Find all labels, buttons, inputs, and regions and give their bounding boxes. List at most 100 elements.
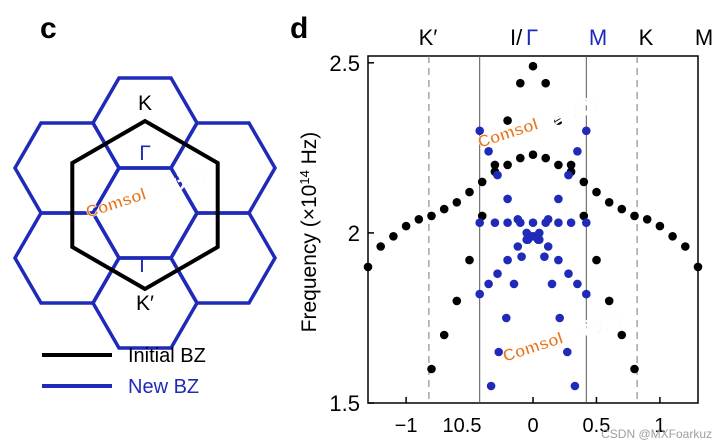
- point-black-outer-0: [363, 262, 373, 272]
- point-blue-lower-2: [493, 269, 502, 279]
- point-blue-upper-10: [564, 170, 573, 180]
- point-blue-steep-9: [547, 279, 557, 289]
- point-black-outer-17: [579, 177, 589, 187]
- point-black-inner-3: [465, 255, 474, 265]
- point-black-outer-7: [452, 198, 462, 207]
- point-blue-steep-7: [533, 235, 543, 244]
- top-label-k: K: [639, 25, 654, 50]
- point-black-outer-9: [477, 177, 487, 187]
- point-black-inner-10: [554, 116, 563, 125]
- top-label-gamma: Γ: [526, 25, 538, 50]
- point-blue-lower-1: [484, 279, 493, 289]
- point-blue-steep-0: [486, 381, 496, 391]
- point-blue-flat-1: [490, 218, 500, 227]
- point-blue-flat-6: [554, 218, 563, 227]
- point-blue-lower-9: [554, 255, 563, 265]
- high-symmetry-lines: [428, 56, 638, 403]
- kprime-point-label: K′: [136, 292, 154, 315]
- x-tick-label-0: −1: [395, 415, 418, 437]
- top-label-kprime: K′: [419, 25, 438, 50]
- point-black-outer-24: [668, 232, 677, 241]
- point-black-outer-5: [427, 211, 436, 221]
- point-blue-upper-0: [475, 126, 485, 136]
- point-blue-upper-9: [554, 194, 563, 204]
- watermark-3: Comsol微纳光学: [500, 307, 630, 366]
- point-blue-lower-12: [582, 289, 591, 299]
- point-black-inner-7: [516, 78, 525, 88]
- top-label-i: I/: [510, 25, 523, 50]
- point-black-outer-26: [693, 262, 703, 272]
- point-blue-flat-8: [582, 218, 591, 227]
- point-black-outer-21: [630, 211, 639, 221]
- panel-c-label: c: [40, 12, 57, 45]
- point-blue-upper-5: [522, 228, 531, 238]
- point-black-outer-13: [528, 150, 538, 159]
- point-blue-lower-11: [573, 279, 582, 289]
- point-black-outer-18: [592, 187, 601, 197]
- credit-text: CSDN @MXFoarkuz: [601, 427, 712, 441]
- point-blue-upper-3: [503, 194, 512, 204]
- point-black-outer-8: [465, 187, 474, 197]
- y-tick-label-2: 2.5: [329, 51, 360, 76]
- point-black-outer-4: [414, 215, 424, 224]
- point-blue-upper-7: [535, 228, 544, 238]
- y-axis-title: Frequency (×1014 Hz): [297, 132, 322, 333]
- point-black-outer-11: [503, 160, 512, 170]
- x-tick-label-1: 0: [527, 415, 538, 437]
- point-blue-steep-11: [563, 347, 572, 357]
- point-black-outer-22: [642, 215, 652, 224]
- x-tick-label-2: 0.5: [583, 415, 611, 437]
- initial-bz-hexagon: [70, 118, 220, 292]
- point-blue-flat-2: [503, 218, 512, 227]
- top-label-m: M: [589, 25, 607, 50]
- point-blue-upper-1: [484, 147, 493, 156]
- point-blue-flat-3: [516, 218, 525, 227]
- point-black-inner-15: [617, 330, 627, 340]
- point-blue-flat-0: [475, 218, 485, 227]
- point-blue-flat-7: [566, 218, 576, 227]
- data-points: [363, 61, 703, 391]
- point-black-outer-6: [439, 204, 449, 214]
- new-bz-hexagons: [12, 76, 278, 350]
- point-blue-lower-0: [475, 289, 485, 299]
- point-black-outer-20: [617, 204, 627, 214]
- point-blue-steep-12: [570, 381, 580, 391]
- k-point-label: K: [138, 92, 152, 115]
- point-black-inner-12: [579, 211, 589, 221]
- x-tick-label-3: 1: [654, 415, 665, 437]
- top-label-m2: M: [695, 25, 713, 50]
- watermark-2: Comsol微纳光学: [475, 93, 605, 152]
- y-tick-label-1: 2: [348, 221, 360, 246]
- watermark-1: Comsol微纳光学: [83, 163, 213, 222]
- point-black-inner-0: [427, 364, 436, 374]
- point-black-outer-15: [554, 160, 563, 170]
- point-black-inner-11: [566, 160, 576, 170]
- point-black-outer-14: [541, 153, 550, 163]
- point-blue-steep-2: [502, 313, 511, 323]
- new-bz-hexagon-4: [12, 211, 122, 305]
- new-bz-hexagon-5: [168, 121, 278, 215]
- point-black-inner-13: [592, 255, 601, 265]
- point-black-inner-2: [452, 296, 462, 306]
- point-blue-lower-10: [564, 269, 573, 279]
- point-black-outer-1: [376, 242, 386, 251]
- point-blue-lower-8: [543, 242, 553, 251]
- y-ticks: 1.5 2 2.5: [329, 51, 374, 416]
- point-blue-lower-4: [513, 242, 523, 251]
- x-ticks: −1 0 0.5 1: [395, 397, 665, 437]
- point-blue-flat-4: [528, 218, 538, 227]
- point-blue-upper-11: [573, 147, 582, 156]
- gamma-top-label: Γ: [139, 142, 151, 165]
- panel-d-label: d: [290, 12, 308, 45]
- point-black-inner-9: [541, 78, 550, 88]
- point-blue-lower-3: [503, 255, 512, 265]
- point-black-outer-23: [655, 221, 665, 231]
- y-tick-label-0: 1.5: [329, 391, 360, 416]
- point-blue-steep-8: [540, 252, 549, 261]
- gamma-bottom-label: Γ: [139, 254, 151, 277]
- point-blue-steep-4: [517, 252, 526, 261]
- point-black-outer-12: [516, 153, 525, 163]
- point-black-inner-4: [477, 211, 487, 221]
- point-blue-steep-10: [555, 313, 564, 323]
- legend-new-label: New BZ: [128, 376, 199, 398]
